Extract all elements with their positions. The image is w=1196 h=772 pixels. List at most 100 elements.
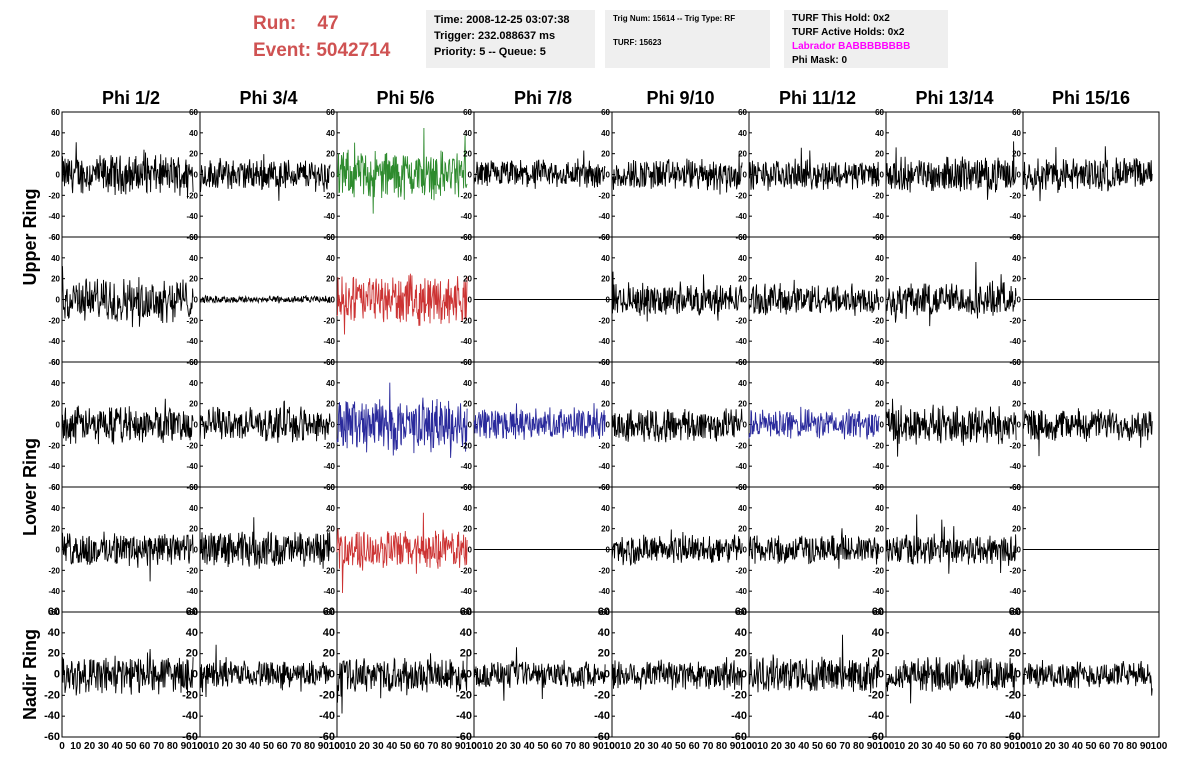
x-tick-label: 50: [1085, 741, 1097, 752]
time-info-box: Time: 2008-12-25 03:07:38 Trigger: 232.0…: [426, 10, 595, 68]
x-tick-label: 20: [496, 741, 508, 752]
y-tick-label: 40: [601, 129, 610, 138]
y-tick-label: 0: [331, 421, 336, 430]
y-tick-label: 40: [1012, 129, 1021, 138]
y-tick-label: 60: [601, 483, 610, 492]
turf-info-box: TURF This Hold: 0x2 TURF Active Holds: 0…: [784, 10, 948, 68]
x-tick-label: 60: [963, 741, 975, 752]
waveform-line: [748, 147, 880, 191]
y-tick-label: 20: [872, 648, 884, 660]
y-tick-label: 60: [601, 358, 610, 367]
turf-text: TURF: 15623: [613, 38, 662, 47]
y-tick-label: -20: [1009, 316, 1021, 325]
y-tick-label: 20: [738, 400, 747, 409]
y-tick-label: 40: [875, 129, 884, 138]
y-tick-label: 60: [738, 108, 747, 117]
y-tick-label: -40: [182, 710, 198, 722]
waveform-line: [885, 654, 1017, 704]
y-tick-label: 0: [743, 171, 748, 180]
y-tick-label: 20: [875, 275, 884, 284]
y-tick-label: 60: [738, 483, 747, 492]
y-tick-label: 20: [598, 648, 610, 660]
x-tick-label: 30: [236, 741, 248, 752]
y-tick-label: 0: [880, 546, 885, 555]
y-tick-label: -20: [48, 566, 60, 575]
y-tick-label: 40: [463, 254, 472, 263]
y-tick-label: -20: [460, 566, 472, 575]
x-tick-label: 10: [208, 741, 220, 752]
waveform-line: [885, 398, 1017, 457]
y-tick-label: -40: [48, 212, 60, 221]
y-tick-label: 0: [880, 171, 885, 180]
y-tick-label: 40: [189, 504, 198, 513]
y-tick-label: -60: [44, 731, 60, 743]
y-tick-label: -40: [735, 587, 747, 596]
y-tick-label: 40: [598, 627, 610, 639]
waveform-line: [199, 294, 331, 305]
y-tick-label: 0: [56, 171, 61, 180]
x-tick-label: 50: [400, 741, 412, 752]
y-tick-label: -40: [1009, 337, 1021, 346]
waveform-line: [611, 408, 743, 443]
y-tick-label: -20: [598, 191, 610, 200]
trigger-text: Trigger: 232.088637 ms: [434, 30, 556, 42]
x-tick-label: 30: [785, 741, 797, 752]
x-tick-label: 100: [1151, 741, 1168, 752]
y-tick-label: -40: [1009, 462, 1021, 471]
waveform-line: [1022, 146, 1153, 202]
y-tick-label: 0: [606, 171, 611, 180]
y-tick-label: 0: [468, 546, 473, 555]
y-tick-label: 20: [601, 400, 610, 409]
y-tick-label: 40: [463, 129, 472, 138]
y-tick-label: -40: [186, 212, 198, 221]
column-header: Phi 1/2: [102, 88, 160, 108]
x-tick-label: 100: [604, 741, 621, 752]
x-tick-label: 50: [263, 741, 275, 752]
y-tick-label: -20: [460, 316, 472, 325]
x-tick-label: 0: [883, 741, 889, 752]
y-tick-label: -40: [868, 710, 884, 722]
y-tick-label: 60: [463, 108, 472, 117]
trig-info-box: Trig Num: 15614 -- Trig Type: RF TURF: 1…: [605, 10, 770, 68]
y-tick-label: -60: [1005, 731, 1021, 743]
x-tick-label: 50: [949, 741, 961, 752]
y-tick-label: 60: [186, 606, 198, 618]
x-tick-label: 100: [192, 741, 209, 752]
run-row: Run: 47: [253, 10, 390, 37]
column-header: Phi 9/10: [646, 88, 714, 108]
turf-hold-text: TURF This Hold: 0x2: [792, 13, 890, 24]
x-tick-label: 10: [70, 741, 82, 752]
y-tick-label: 20: [323, 648, 335, 660]
y-tick-label: -40: [598, 337, 610, 346]
y-tick-label: 20: [463, 275, 472, 284]
x-tick-label: 90: [318, 741, 330, 752]
y-tick-label: 40: [326, 504, 335, 513]
event-row: Event: 5042714: [253, 37, 390, 64]
x-tick-label: 90: [867, 741, 879, 752]
x-tick-label: 50: [812, 741, 824, 752]
turf-active-text: TURF Active Holds: 0x2: [792, 27, 905, 38]
waveform-line: [336, 273, 468, 335]
x-tick-label: 0: [746, 741, 752, 752]
y-tick-label: 60: [51, 483, 60, 492]
x-tick-label: 100: [741, 741, 758, 752]
y-tick-label: 60: [326, 108, 335, 117]
y-tick-label: 60: [875, 233, 884, 242]
y-tick-label: 60: [51, 108, 60, 117]
y-tick-label: 20: [189, 275, 198, 284]
y-tick-label: -20: [319, 689, 335, 701]
y-tick-label: -20: [1009, 566, 1021, 575]
y-tick-label: -60: [48, 483, 60, 492]
y-tick-label: -20: [186, 191, 198, 200]
y-tick-label: -40: [735, 462, 747, 471]
y-tick-label: -20: [186, 316, 198, 325]
panel-frame: [336, 236, 475, 363]
y-tick-label: -60: [48, 233, 60, 242]
run-label: Run:: [253, 13, 297, 34]
x-tick-label: 60: [826, 741, 838, 752]
y-tick-label: -40: [186, 587, 198, 596]
y-tick-label: 60: [735, 606, 747, 618]
waveform-line: [473, 150, 606, 189]
waveform-line: [61, 398, 194, 445]
y-tick-label: -40: [460, 212, 472, 221]
